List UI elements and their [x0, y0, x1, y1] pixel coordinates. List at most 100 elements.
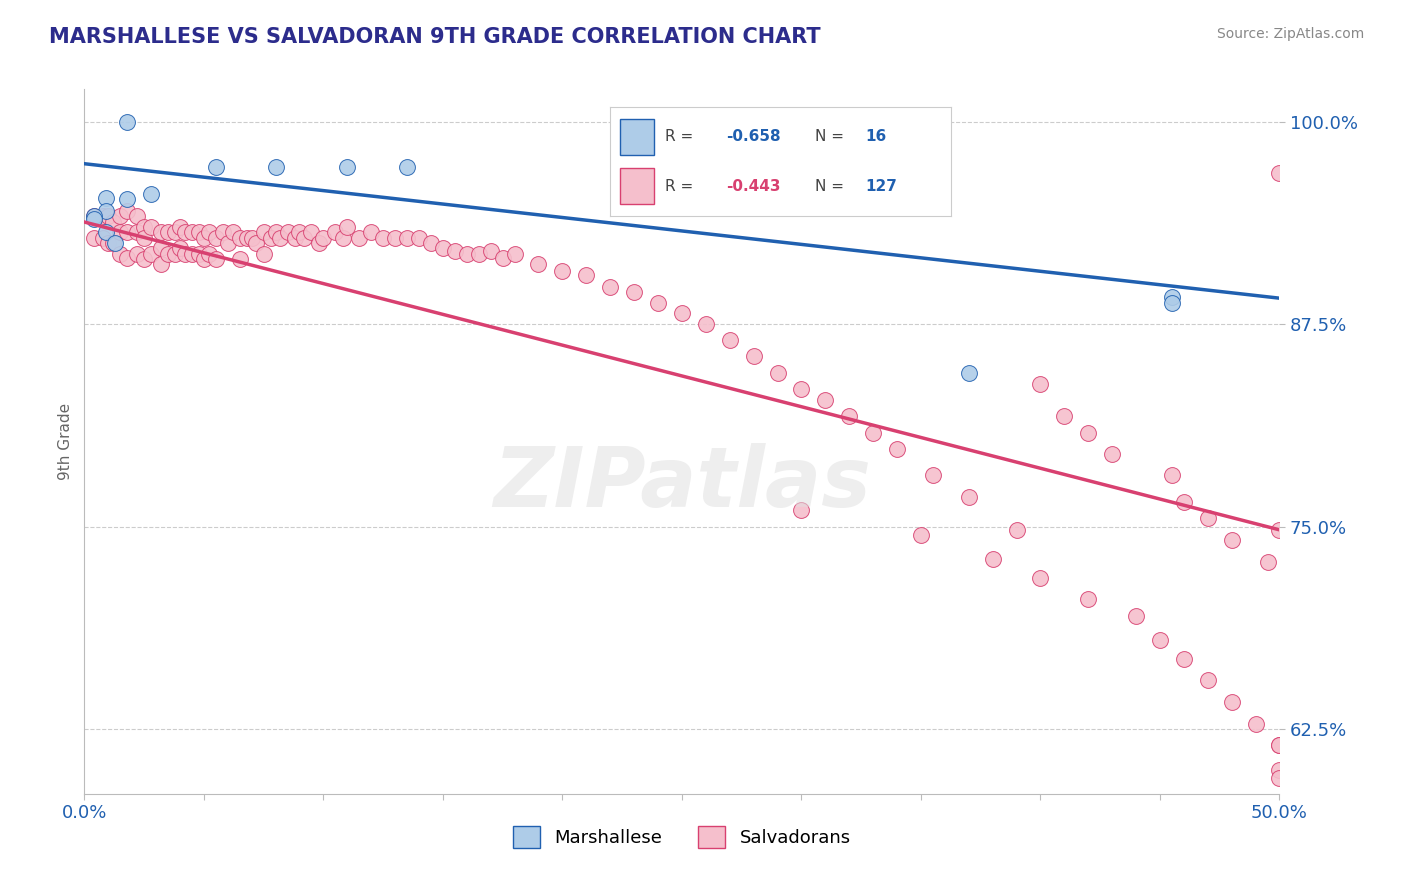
Point [229, 252, 252, 267]
Point [193, 231, 215, 245]
Point [253, 247, 276, 261]
Point [83, 231, 105, 245]
Point [188, 247, 211, 261]
Point [141, 219, 163, 234]
Point [110, 247, 132, 261]
Point [83, 209, 105, 223]
Point [1125, 608, 1147, 623]
Point [253, 225, 276, 239]
Point [132, 219, 156, 234]
Point [790, 382, 813, 396]
Point [132, 252, 156, 267]
Point [117, 225, 139, 239]
Point [468, 247, 491, 261]
Point [957, 491, 980, 505]
Point [1053, 409, 1076, 424]
Point [862, 425, 884, 440]
Point [373, 231, 395, 245]
Point [1173, 652, 1195, 666]
Text: MARSHALLESE VS SALVADORAN 9TH GRADE CORRELATION CHART: MARSHALLESE VS SALVADORAN 9TH GRADE CORR… [49, 27, 821, 46]
Point [1077, 425, 1099, 440]
Point [149, 225, 172, 239]
Point [384, 231, 406, 245]
Point [349, 231, 371, 245]
Point [141, 187, 163, 202]
Point [132, 231, 156, 245]
Point [125, 209, 148, 223]
Point [396, 160, 419, 174]
Point [551, 263, 574, 277]
Point [157, 247, 180, 261]
Point [332, 231, 354, 245]
Point [83, 209, 105, 223]
Point [104, 236, 127, 251]
Point [1029, 571, 1052, 585]
Point [165, 247, 187, 261]
Point [229, 231, 252, 245]
Text: Source: ZipAtlas.com: Source: ZipAtlas.com [1216, 27, 1364, 41]
Point [93, 209, 115, 223]
Point [284, 231, 307, 245]
Point [308, 236, 330, 251]
Point [101, 236, 124, 251]
Point [1197, 673, 1219, 688]
Point [240, 231, 263, 245]
Point [1220, 694, 1243, 708]
Point [94, 191, 117, 205]
Point [205, 231, 228, 245]
Point [245, 236, 267, 251]
Point [336, 160, 359, 174]
Point [1268, 523, 1291, 537]
Legend: Marshallese, Salvadorans: Marshallese, Salvadorans [513, 826, 851, 848]
Point [420, 236, 443, 251]
Point [1149, 632, 1171, 647]
Point [197, 225, 219, 239]
Point [181, 247, 204, 261]
Point [97, 236, 120, 251]
Point [93, 231, 115, 245]
Point [922, 467, 945, 482]
Point [503, 247, 526, 261]
Point [1268, 763, 1291, 777]
Point [647, 296, 669, 310]
Point [149, 241, 172, 255]
Point [325, 225, 347, 239]
Point [1268, 739, 1291, 753]
Point [1268, 739, 1291, 753]
Point [165, 225, 187, 239]
Point [193, 252, 215, 267]
Point [432, 241, 454, 255]
Point [197, 247, 219, 261]
Point [94, 225, 117, 239]
Point [236, 231, 259, 245]
Point [742, 350, 765, 364]
Point [157, 225, 180, 239]
Point [981, 552, 1004, 566]
Point [492, 251, 515, 265]
Point [957, 366, 980, 380]
Point [1244, 717, 1267, 731]
Point [205, 252, 228, 267]
Point [117, 114, 139, 128]
Point [479, 244, 502, 259]
Point [695, 317, 717, 331]
Text: ZIPatlas: ZIPatlas [494, 443, 870, 524]
Point [1005, 523, 1028, 537]
Point [1161, 296, 1184, 310]
Point [292, 231, 315, 245]
Point [101, 215, 124, 229]
Point [264, 160, 287, 174]
Point [408, 231, 430, 245]
Point [1268, 771, 1291, 785]
Point [1220, 533, 1243, 547]
Point [260, 231, 283, 245]
Point [623, 285, 645, 299]
Point [1161, 467, 1184, 482]
Point [125, 247, 148, 261]
Point [527, 257, 550, 271]
Point [149, 257, 172, 271]
Point [169, 219, 191, 234]
Point [1029, 377, 1052, 392]
Point [1173, 495, 1195, 509]
Point [173, 225, 195, 239]
